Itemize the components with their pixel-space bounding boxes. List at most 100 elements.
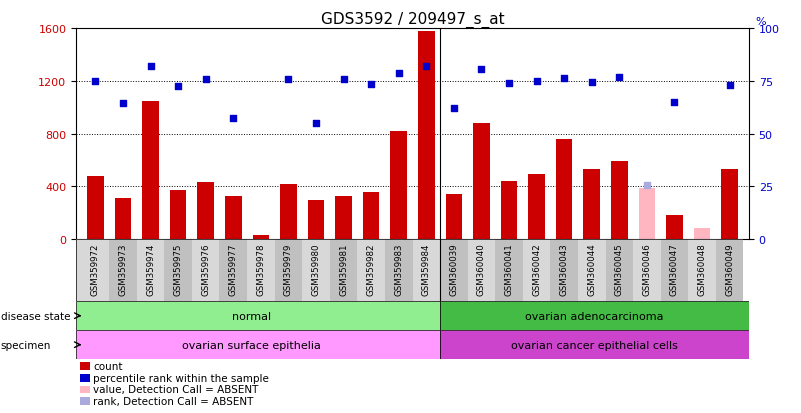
Text: GSM359983: GSM359983 [394,243,403,295]
Bar [473,124,489,240]
Text: GSM360042: GSM360042 [532,243,541,295]
Text: GSM360043: GSM360043 [560,243,569,295]
Point [310,121,323,127]
Bar [390,132,407,240]
Point [392,70,405,77]
Bar [219,240,247,301]
Point [199,77,212,83]
Text: GSM359978: GSM359978 [256,243,265,295]
Point [171,83,184,90]
Text: disease state: disease state [1,311,70,321]
Text: %: % [755,17,767,27]
Bar [688,240,716,301]
Text: percentile rank within the sample: percentile rank within the sample [93,373,269,383]
Bar [76,301,440,330]
Text: GSM360040: GSM360040 [477,243,486,295]
Bar [556,140,573,240]
Bar [523,240,550,301]
Point [586,80,598,86]
Text: value, Detection Call = ABSENT: value, Detection Call = ABSENT [93,385,258,394]
Bar [308,200,324,240]
Text: ovarian surface epithelia: ovarian surface epithelia [182,340,320,350]
Bar [192,240,219,301]
Bar [583,170,600,240]
Text: GSM359974: GSM359974 [146,243,155,295]
Bar [385,240,413,301]
Point [282,77,295,83]
Bar [418,31,435,240]
Bar [550,240,578,301]
Bar [115,199,131,240]
Bar [225,196,242,240]
Point [337,76,350,83]
Text: GSM360039: GSM360039 [449,243,458,295]
Text: GSM359977: GSM359977 [229,243,238,295]
Text: ovarian cancer epithelial cells: ovarian cancer epithelial cells [511,340,678,350]
Point [530,79,543,85]
Bar [76,330,440,359]
Bar [336,196,352,240]
Bar [252,235,269,240]
Text: GSM360047: GSM360047 [670,243,679,295]
Bar [302,240,330,301]
Point [448,106,461,112]
Text: GSM359975: GSM359975 [174,243,183,295]
Text: GSM360045: GSM360045 [615,243,624,295]
Point [144,64,157,70]
Text: GSM359979: GSM359979 [284,243,293,295]
Point [723,83,736,90]
Text: GSM359984: GSM359984 [422,243,431,295]
Title: GDS3592 / 209497_s_at: GDS3592 / 209497_s_at [320,12,505,28]
Bar [495,240,523,301]
Text: GSM360048: GSM360048 [698,243,706,295]
Bar [638,188,655,240]
Bar [578,240,606,301]
Point [668,99,681,106]
Bar [164,240,192,301]
Point [557,76,570,82]
Point [613,75,626,82]
Bar [666,215,682,240]
Text: GSM360044: GSM360044 [587,243,596,295]
Bar [694,228,710,240]
Point [502,80,515,87]
Bar [247,240,275,301]
Text: GSM359981: GSM359981 [339,243,348,295]
Bar [611,162,628,240]
Point [89,78,102,85]
Bar [440,301,749,330]
Point [475,66,488,73]
Bar [143,101,159,240]
Bar [197,183,214,240]
Bar [363,193,380,240]
Text: count: count [93,361,123,371]
Bar [137,240,164,301]
Bar [606,240,633,301]
Bar [716,240,743,301]
Bar [76,240,82,301]
Bar [280,184,296,240]
Bar [440,240,468,301]
Bar [413,240,440,301]
Point [364,81,377,88]
Text: GSM359972: GSM359972 [91,243,100,295]
Bar [501,182,517,240]
Text: GSM359980: GSM359980 [312,243,320,295]
Text: ovarian adenocarcinoma: ovarian adenocarcinoma [525,311,664,321]
Bar [330,240,357,301]
Text: GSM359976: GSM359976 [201,243,210,295]
Bar [529,175,545,240]
Bar [468,240,495,301]
Bar [633,240,661,301]
Text: GSM359973: GSM359973 [119,243,127,295]
Bar [357,240,385,301]
Text: GSM360041: GSM360041 [505,243,513,295]
Text: specimen: specimen [1,340,51,350]
Text: GSM360046: GSM360046 [642,243,651,295]
Text: GSM359982: GSM359982 [367,243,376,295]
Point [227,115,239,122]
Text: GSM360049: GSM360049 [725,243,735,295]
Bar [445,195,462,240]
Bar [82,240,109,301]
Bar [661,240,688,301]
